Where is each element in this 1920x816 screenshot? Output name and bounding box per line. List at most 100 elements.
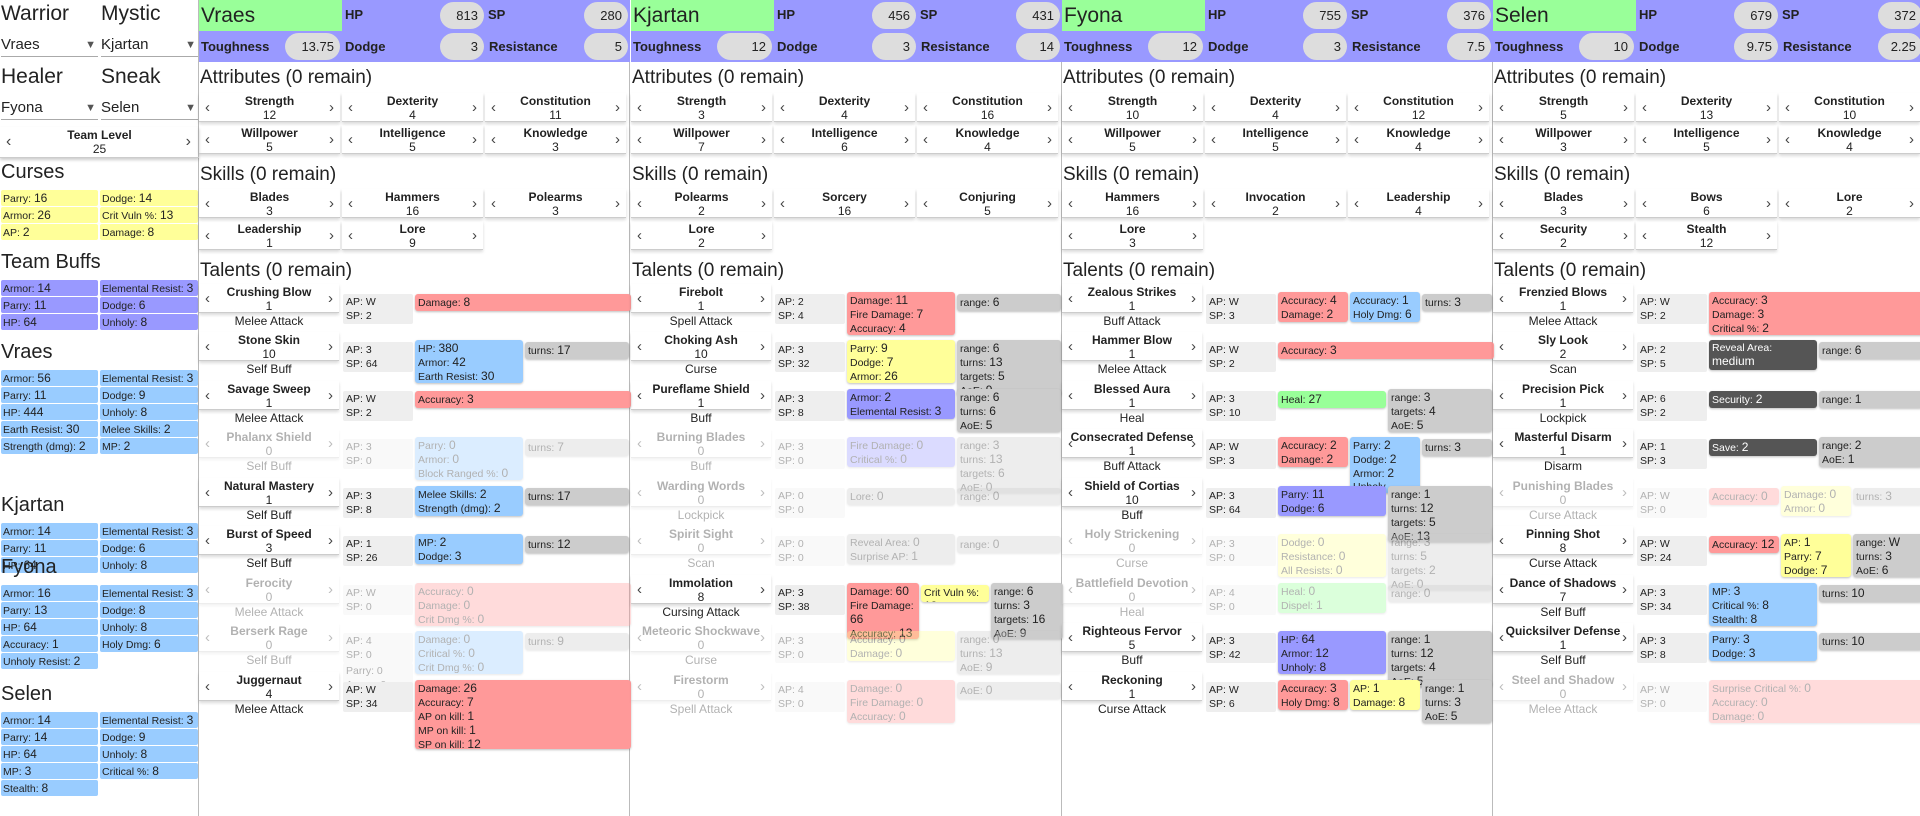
chevron-left-icon[interactable]: ‹ [205,629,210,646]
talent-masterful-disarm[interactable]: Masterful Disarm 1 ‹ › Disarm [1493,429,1633,474]
talent-stepper[interactable]: Phalanx Shield 0 ‹ › [199,429,339,458]
skill-stepper-blades[interactable]: Blades 3 ‹ › [199,189,340,218]
talent-ferocity[interactable]: Ferocity 0 ‹ › Melee Attack [199,575,339,620]
chevron-right-icon[interactable]: › [1622,532,1627,549]
chevron-left-icon[interactable]: ‹ [1068,338,1073,355]
chevron-right-icon[interactable]: › [472,99,477,116]
talent-steel-and-shadow[interactable]: Steel and Shadow 0 ‹ › Melee Attack [1493,672,1633,717]
chevron-right-icon[interactable]: › [1766,99,1771,116]
talent-stepper[interactable]: Meteoric Shockwave 0 ‹ › [631,623,771,652]
chevron-left-icon[interactable]: ‹ [1499,484,1504,501]
skill-stepper-hammers[interactable]: Hammers 16 ‹ › [342,189,483,218]
chevron-right-icon[interactable]: › [1192,131,1197,148]
chevron-left-icon[interactable]: ‹ [348,195,353,212]
talent-savage-sweep[interactable]: Savage Sweep 1 ‹ › Melee Attack [199,381,339,426]
chevron-right-icon[interactable]: › [761,131,766,148]
talent-quicksilver-defense[interactable]: Quicksilver Defense 1 ‹ › Self Buff [1493,623,1633,668]
chevron-right-icon[interactable]: › [760,581,765,598]
chevron-right-icon[interactable]: › [1623,99,1628,116]
talent-stepper[interactable]: Reckoning 1 ‹ › [1062,672,1202,701]
chevron-left-icon[interactable]: ‹ [1642,195,1647,212]
chevron-left-icon[interactable]: ‹ [637,678,642,695]
chevron-right-icon[interactable]: › [1335,131,1340,148]
talent-stepper[interactable]: Steel and Shadow 0 ‹ › [1493,672,1633,701]
chevron-right-icon[interactable]: › [760,290,765,307]
chevron-left-icon[interactable]: ‹ [1354,195,1359,212]
chevron-right-icon[interactable]: › [1191,338,1196,355]
chevron-left-icon[interactable]: ‹ [637,99,642,116]
talent-stepper[interactable]: Warding Words 0 ‹ › [631,478,771,507]
chevron-left-icon[interactable]: ‹ [1499,131,1504,148]
chevron-left-icon[interactable]: ‹ [1068,678,1073,695]
chevron-right-icon[interactable]: › [328,678,333,695]
chevron-left-icon[interactable]: ‹ [491,131,496,148]
chevron-right-icon[interactable]: › [760,435,765,452]
attribute-stepper-knowledge[interactable]: Knowledge 4 ‹ › [1348,125,1489,154]
attribute-stepper-strength[interactable]: Strength 12 ‹ › [199,93,340,122]
chevron-right-icon[interactable]: › [1623,131,1628,148]
chevron-right-icon[interactable]: › [904,99,909,116]
chevron-right-icon[interactable]: › [328,435,333,452]
talent-dance-of-shadows[interactable]: Dance of Shadows 7 ‹ › Self Buff [1493,575,1633,620]
chevron-right-icon[interactable]: › [1478,131,1483,148]
talent-stepper[interactable]: Crushing Blow 1 ‹ › [199,284,339,313]
role-select-warrior[interactable]: Vraes ▼ [1,33,98,57]
chevron-right-icon[interactable]: › [761,227,766,244]
talent-stepper[interactable]: Firebolt 1 ‹ › [631,284,771,313]
talent-battlefield-devotion[interactable]: Battlefield Devotion 0 ‹ › Heal [1062,575,1202,620]
attribute-stepper-dexterity[interactable]: Dexterity 13 ‹ › [1636,93,1777,122]
chevron-left-icon[interactable]: ‹ [1642,99,1647,116]
skill-stepper-leadership[interactable]: Leadership 1 ‹ › [199,221,340,250]
chevron-left-icon[interactable]: ‹ [1785,195,1790,212]
attribute-stepper-dexterity[interactable]: Dexterity 4 ‹ › [774,93,915,122]
chevron-left-icon[interactable]: ‹ [205,435,210,452]
chevron-left-icon[interactable]: ‹ [637,387,642,404]
chevron-left-icon[interactable]: ‹ [1354,131,1359,148]
attribute-stepper-willpower[interactable]: Willpower 5 ‹ › [199,125,340,154]
chevron-left-icon[interactable]: ‹ [637,290,642,307]
talent-stepper[interactable]: Savage Sweep 1 ‹ › [199,381,339,410]
attribute-stepper-willpower[interactable]: Willpower 3 ‹ › [1493,125,1634,154]
talent-stepper[interactable]: Spirit Sight 0 ‹ › [631,526,771,555]
chevron-right-icon[interactable]: › [761,195,766,212]
talent-meteoric-shockwave[interactable]: Meteoric Shockwave 0 ‹ › Curse [631,623,771,668]
chevron-right-icon[interactable]: › [1191,484,1196,501]
chevron-right-icon[interactable]: › [760,338,765,355]
chevron-left-icon[interactable]: ‹ [1354,99,1359,116]
chevron-right-icon[interactable]: › [760,629,765,646]
skill-stepper-blades[interactable]: Blades 3 ‹ › [1493,189,1634,218]
talent-stepper[interactable]: Berserk Rage 0 ‹ › [199,623,339,652]
chevron-left-icon[interactable]: ‹ [1068,435,1073,452]
chevron-right-icon[interactable]: › [1192,227,1197,244]
chevron-right-icon[interactable]: › [1622,581,1627,598]
talent-holy-strickening[interactable]: Holy Strickening 0 ‹ › Curse [1062,526,1202,571]
chevron-right-icon[interactable]: › [329,99,334,116]
talent-punishing-blades[interactable]: Punishing Blades 0 ‹ › Curse Attack [1493,478,1633,523]
talent-stepper[interactable]: Frenzied Blows 1 ‹ › [1493,284,1633,313]
talent-phalanx-shield[interactable]: Phalanx Shield 0 ‹ › Self Buff [199,429,339,474]
attribute-stepper-knowledge[interactable]: Knowledge 4 ‹ › [1779,125,1920,154]
chevron-left-icon[interactable]: ‹ [348,99,353,116]
chevron-right-icon[interactable]: › [328,581,333,598]
talent-stepper[interactable]: Righteous Fervor 5 ‹ › [1062,623,1202,652]
talent-stepper[interactable]: Blessed Aura 1 ‹ › [1062,381,1202,410]
talent-spirit-sight[interactable]: Spirit Sight 0 ‹ › Scan [631,526,771,571]
chevron-left-icon[interactable]: ‹ [348,227,353,244]
chevron-left-icon[interactable]: ‹ [1068,131,1073,148]
chevron-right-icon[interactable]: › [760,678,765,695]
talent-stepper[interactable]: Stone Skin 10 ‹ › [199,332,339,361]
chevron-left-icon[interactable]: ‹ [780,99,785,116]
talent-frenzied-blows[interactable]: Frenzied Blows 1 ‹ › Melee Attack [1493,284,1633,329]
chevron-right-icon[interactable]: › [904,131,909,148]
chevron-left-icon[interactable]: ‹ [637,338,642,355]
attribute-stepper-dexterity[interactable]: Dexterity 4 ‹ › [342,93,483,122]
chevron-right-icon[interactable]: › [1622,435,1627,452]
chevron-left-icon[interactable]: ‹ [1068,195,1073,212]
chevron-right-icon[interactable]: › [761,99,766,116]
attribute-stepper-strength[interactable]: Strength 5 ‹ › [1493,93,1634,122]
chevron-right-icon[interactable]: › [1335,195,1340,212]
talent-natural-mastery[interactable]: Natural Mastery 1 ‹ › Self Buff [199,478,339,523]
attribute-stepper-constitution[interactable]: Constitution 10 ‹ › [1779,93,1920,122]
chevron-left-icon[interactable]: ‹ [923,99,928,116]
talent-stepper[interactable]: Zealous Strikes 1 ‹ › [1062,284,1202,313]
